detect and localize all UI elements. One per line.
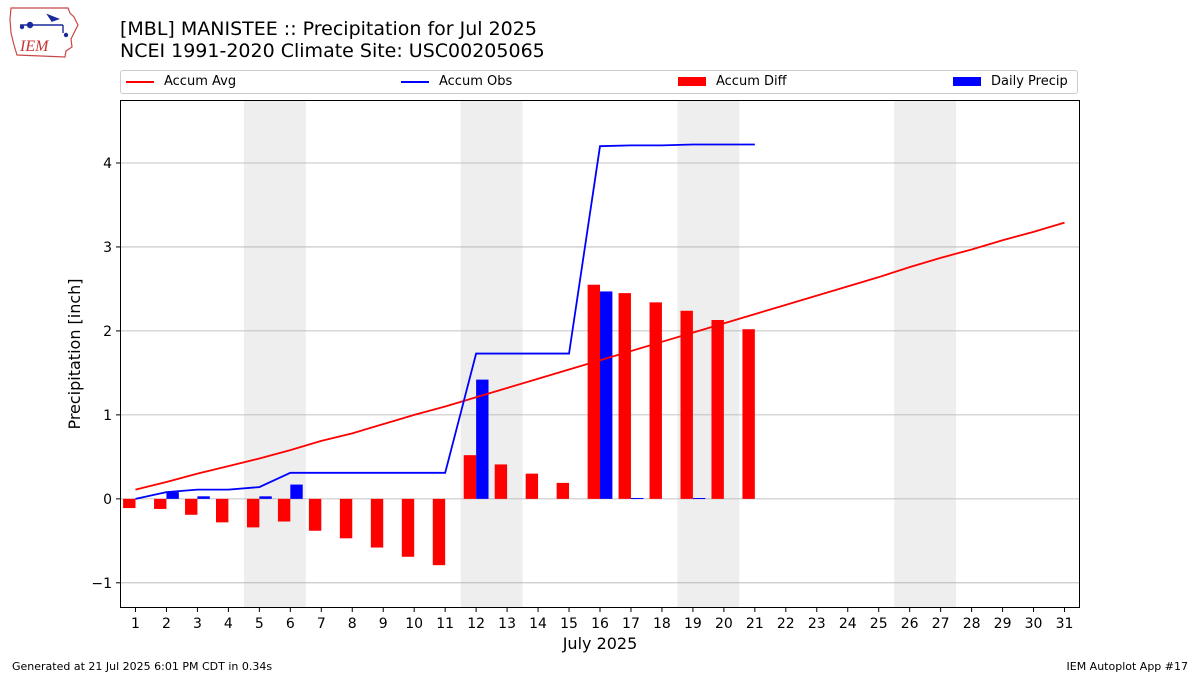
daily-precip-bar (630, 498, 644, 500)
daily-precip-bar (197, 496, 210, 499)
x-tick-label: 13 (498, 616, 516, 632)
legend-item-accum-avg: Accum Avg (126, 73, 236, 91)
legend-label-daily-precip: Daily Precip (991, 74, 1068, 89)
accum-obs-line (135, 143, 755, 500)
chart-subtitle: NCEI 1991-2020 Climate Site: USC00205065 (120, 40, 545, 62)
y-tick-label: 3 (103, 240, 112, 256)
x-tick-label: 17 (622, 616, 640, 632)
legend-swatch-accum-diff (678, 77, 706, 86)
x-ticks: 1 2 3 4 5 6 7 8 9 10 11 12 13 14 15 16 17 18 19 20 21 22 23 24 2… (131, 608, 1073, 632)
x-tick-label: 27 (932, 616, 950, 632)
accum-diff-bar (463, 455, 477, 499)
accum-diff-bar (742, 329, 755, 499)
accum-diff-bar (339, 498, 353, 539)
y-tick-label: 4 (103, 156, 112, 172)
footer-app: IEM Autoplot App #17 (1066, 660, 1189, 673)
x-tick-label: 20 (715, 616, 733, 632)
x-tick-label: 23 (808, 616, 826, 632)
accum-diff-bar (618, 293, 631, 499)
accum-diff-bar (711, 319, 724, 499)
x-tick-label: 14 (529, 616, 547, 632)
x-tick-label: 3 (193, 616, 202, 632)
lines (135, 143, 1065, 500)
legend-label-accum-diff: Accum Diff (716, 74, 787, 89)
accum-diff-bar (494, 464, 508, 499)
x-tick-label: 4 (224, 616, 233, 632)
accum-diff-bar (216, 498, 229, 523)
x-tick-label: 19 (684, 616, 702, 632)
accum-diff-bar (525, 473, 539, 499)
x-tick-label: 18 (653, 616, 671, 632)
legend-item-daily-precip: Daily Precip (953, 73, 1068, 91)
y-tick-label: 2 (103, 324, 112, 340)
x-tick-label: 28 (963, 616, 981, 632)
y-ticks: −1 0 1 2 3 4 (91, 156, 120, 592)
accum-diff-bar (185, 498, 198, 515)
accum-diff-bar (123, 498, 136, 509)
y-tick-label: 1 (103, 408, 112, 424)
daily-precip-bar (692, 498, 706, 500)
x-tick-label: 31 (1056, 616, 1074, 632)
accum-diff-bar (308, 498, 322, 531)
accum-diff-bar (370, 498, 384, 548)
x-tick-label: 10 (405, 616, 423, 632)
accum-diff-bar (246, 498, 260, 528)
y-axis-label: Precipitation [inch] (65, 278, 84, 429)
x-tick-label: 15 (560, 616, 578, 632)
x-axis-label: July 2025 (562, 634, 638, 653)
x-tick-label: 2 (162, 616, 171, 632)
y-tick-label: 0 (103, 492, 112, 508)
accum-diff-bar (401, 498, 415, 557)
weather-station-icon (19, 13, 69, 38)
footer-generated: Generated at 21 Jul 2025 6:01 PM CDT in … (12, 660, 273, 673)
accum-avg-line (135, 221, 1065, 491)
chart-title: [MBL] MANISTEE :: Precipitation for Jul … (120, 18, 537, 40)
x-tick-label: 29 (994, 616, 1012, 632)
accum-diff-bar (432, 498, 446, 566)
x-tick-label: 11 (436, 616, 454, 632)
iowa-map-outline (9, 7, 79, 58)
daily-precip-bar (476, 379, 489, 499)
x-tick-label: 6 (286, 616, 295, 632)
legend-item-accum-obs: Accum Obs (401, 73, 512, 91)
legend-item-accum-diff: Accum Diff (678, 73, 787, 91)
legend: Accum Avg Accum Obs Accum Diff Daily Pre… (120, 70, 1078, 94)
x-tick-label: 7 (317, 616, 326, 632)
weekend-band (894, 100, 957, 608)
x-tick-label: 25 (870, 616, 888, 632)
accum-diff-bar (587, 284, 600, 499)
x-tick-label: 8 (348, 616, 357, 632)
accum-diff-bar (277, 498, 291, 522)
bars (123, 284, 755, 566)
x-tick-label: 1 (131, 616, 140, 632)
accum-diff-bar (556, 482, 570, 499)
x-tick-label: 30 (1025, 616, 1043, 632)
legend-label-accum-avg: Accum Avg (164, 74, 237, 89)
x-tick-label: 24 (839, 616, 857, 632)
x-tick-label: 22 (777, 616, 795, 632)
x-tick-label: 16 (591, 616, 609, 632)
daily-precip-bar (259, 496, 272, 499)
daily-precip-bar (600, 291, 613, 499)
accum-diff-bar (680, 310, 693, 499)
legend-swatch-accum-avg (126, 80, 154, 83)
x-tick-label: 21 (746, 616, 764, 632)
y-tick-label: −1 (91, 576, 112, 592)
plot-frame (120, 100, 1080, 608)
accum-diff-bar (649, 302, 662, 499)
x-tick-label: 12 (467, 616, 485, 632)
x-tick-label: 5 (255, 616, 264, 632)
x-tick-label: 9 (379, 616, 388, 632)
daily-precip-bar (166, 492, 179, 499)
accum-diff-bar (154, 498, 167, 509)
x-tick-label: 26 (901, 616, 919, 632)
weekend-band (243, 100, 306, 608)
logo-text: IEM (19, 38, 50, 55)
daily-precip-bar (290, 484, 303, 499)
legend-swatch-daily-precip (953, 77, 981, 86)
iem-logo: IEM (8, 5, 80, 63)
legend-label-accum-obs: Accum Obs (439, 74, 513, 89)
legend-swatch-accum-obs (401, 80, 429, 83)
